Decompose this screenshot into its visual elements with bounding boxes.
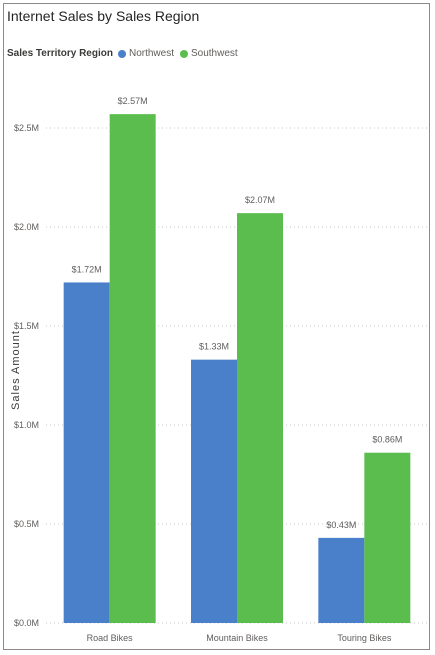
bar-southwest bbox=[364, 452, 411, 623]
legend-item-southwest[interactable]: Southwest bbox=[179, 48, 238, 59]
legend: Sales Territory Region Northwest Southwe… bbox=[7, 48, 244, 59]
bar-northwest bbox=[63, 282, 110, 623]
y-tick-label: $1.5M bbox=[14, 321, 39, 331]
data-label: $0.86M bbox=[372, 435, 402, 445]
y-tick-label: $2.5M bbox=[14, 123, 39, 133]
y-tick-label: $0.0M bbox=[14, 618, 39, 628]
legend-label-southwest: Southwest bbox=[190, 48, 238, 59]
data-label: $1.33M bbox=[199, 342, 229, 352]
data-label: $2.07M bbox=[245, 195, 275, 205]
data-label: $0.43M bbox=[326, 520, 356, 530]
data-label: $1.72M bbox=[72, 264, 102, 274]
bar-northwest bbox=[191, 359, 237, 623]
category-label: Road Bikes bbox=[87, 633, 134, 643]
data-label: $2.57M bbox=[118, 96, 148, 106]
bar-southwest bbox=[109, 114, 156, 623]
legend-swatch-northwest bbox=[117, 49, 126, 58]
bar-southwest bbox=[237, 213, 283, 623]
chart-title: Internet Sales by Sales Region bbox=[7, 8, 200, 24]
category-label: Touring Bikes bbox=[337, 633, 392, 643]
y-tick-label: $0.5M bbox=[14, 519, 39, 529]
y-axis-title: Sales Amount bbox=[10, 330, 22, 410]
legend-title: Sales Territory Region bbox=[7, 48, 113, 59]
bar-northwest bbox=[318, 537, 365, 623]
legend-swatch-southwest bbox=[179, 49, 188, 58]
legend-label-northwest: Northwest bbox=[128, 48, 174, 59]
category-label: Mountain Bikes bbox=[206, 633, 268, 643]
y-tick-label: $2.0M bbox=[14, 222, 39, 232]
y-tick-label: $1.0M bbox=[14, 420, 39, 430]
legend-item-northwest[interactable]: Northwest bbox=[117, 48, 174, 59]
